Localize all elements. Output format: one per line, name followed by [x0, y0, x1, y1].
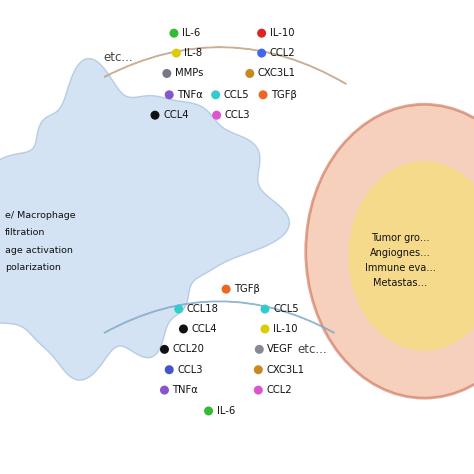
Point [212, 91, 219, 99]
Point [259, 91, 267, 99]
Text: Angiognes…: Angiognes… [370, 248, 431, 258]
FancyArrowPatch shape [104, 301, 334, 333]
Text: CCL4: CCL4 [191, 324, 217, 334]
Text: CXC3L1: CXC3L1 [266, 365, 304, 375]
Text: CCL2: CCL2 [270, 48, 295, 58]
Text: MMPs: MMPs [175, 68, 203, 79]
Text: CCL20: CCL20 [173, 344, 204, 355]
Text: polarization: polarization [5, 263, 61, 272]
Text: TNFα: TNFα [173, 385, 198, 395]
Point [261, 325, 269, 333]
Point [255, 346, 263, 353]
Point [175, 305, 182, 313]
Point [205, 407, 212, 415]
Text: etc...: etc... [104, 51, 133, 64]
Point [261, 305, 269, 313]
Point [161, 386, 168, 394]
Text: Immune eva…: Immune eva… [365, 263, 436, 273]
Point [163, 70, 171, 77]
Text: e/ Macrophage: e/ Macrophage [5, 211, 75, 220]
Ellipse shape [348, 161, 474, 351]
Point [151, 111, 159, 119]
Point [165, 91, 173, 99]
Text: CXC3L1: CXC3L1 [258, 68, 296, 79]
Text: VEGF: VEGF [267, 344, 294, 355]
Point [222, 285, 230, 293]
Point [258, 49, 265, 57]
Text: TGFβ: TGFβ [271, 90, 297, 100]
Point [173, 49, 180, 57]
Text: CCL5: CCL5 [224, 90, 249, 100]
Point [255, 386, 262, 394]
Point [161, 346, 168, 353]
Text: Metastas…: Metastas… [374, 278, 428, 289]
Text: filtration: filtration [5, 228, 45, 237]
Text: IL-10: IL-10 [273, 324, 298, 334]
Text: Tumor gro…: Tumor gro… [371, 233, 430, 243]
Text: IL-6: IL-6 [217, 406, 235, 416]
Text: age activation: age activation [5, 246, 73, 255]
Text: CCL2: CCL2 [266, 385, 292, 395]
Point [213, 111, 220, 119]
Text: CCL5: CCL5 [273, 304, 299, 314]
Point [180, 325, 187, 333]
Point [255, 366, 262, 374]
Polygon shape [0, 59, 290, 380]
Text: CCL4: CCL4 [163, 110, 189, 120]
Ellipse shape [306, 104, 474, 398]
FancyArrowPatch shape [104, 47, 346, 84]
Text: CCL3: CCL3 [225, 110, 250, 120]
Text: IL-8: IL-8 [184, 48, 202, 58]
Text: TNFα: TNFα [177, 90, 203, 100]
Point [258, 29, 265, 37]
Point [246, 70, 254, 77]
Text: IL-10: IL-10 [270, 28, 294, 38]
Text: IL-6: IL-6 [182, 28, 201, 38]
Point [170, 29, 178, 37]
Text: TGFβ: TGFβ [234, 284, 260, 294]
Text: CCL3: CCL3 [177, 365, 203, 375]
Point [165, 366, 173, 374]
Text: CCL18: CCL18 [187, 304, 219, 314]
Text: etc...: etc... [297, 343, 327, 356]
